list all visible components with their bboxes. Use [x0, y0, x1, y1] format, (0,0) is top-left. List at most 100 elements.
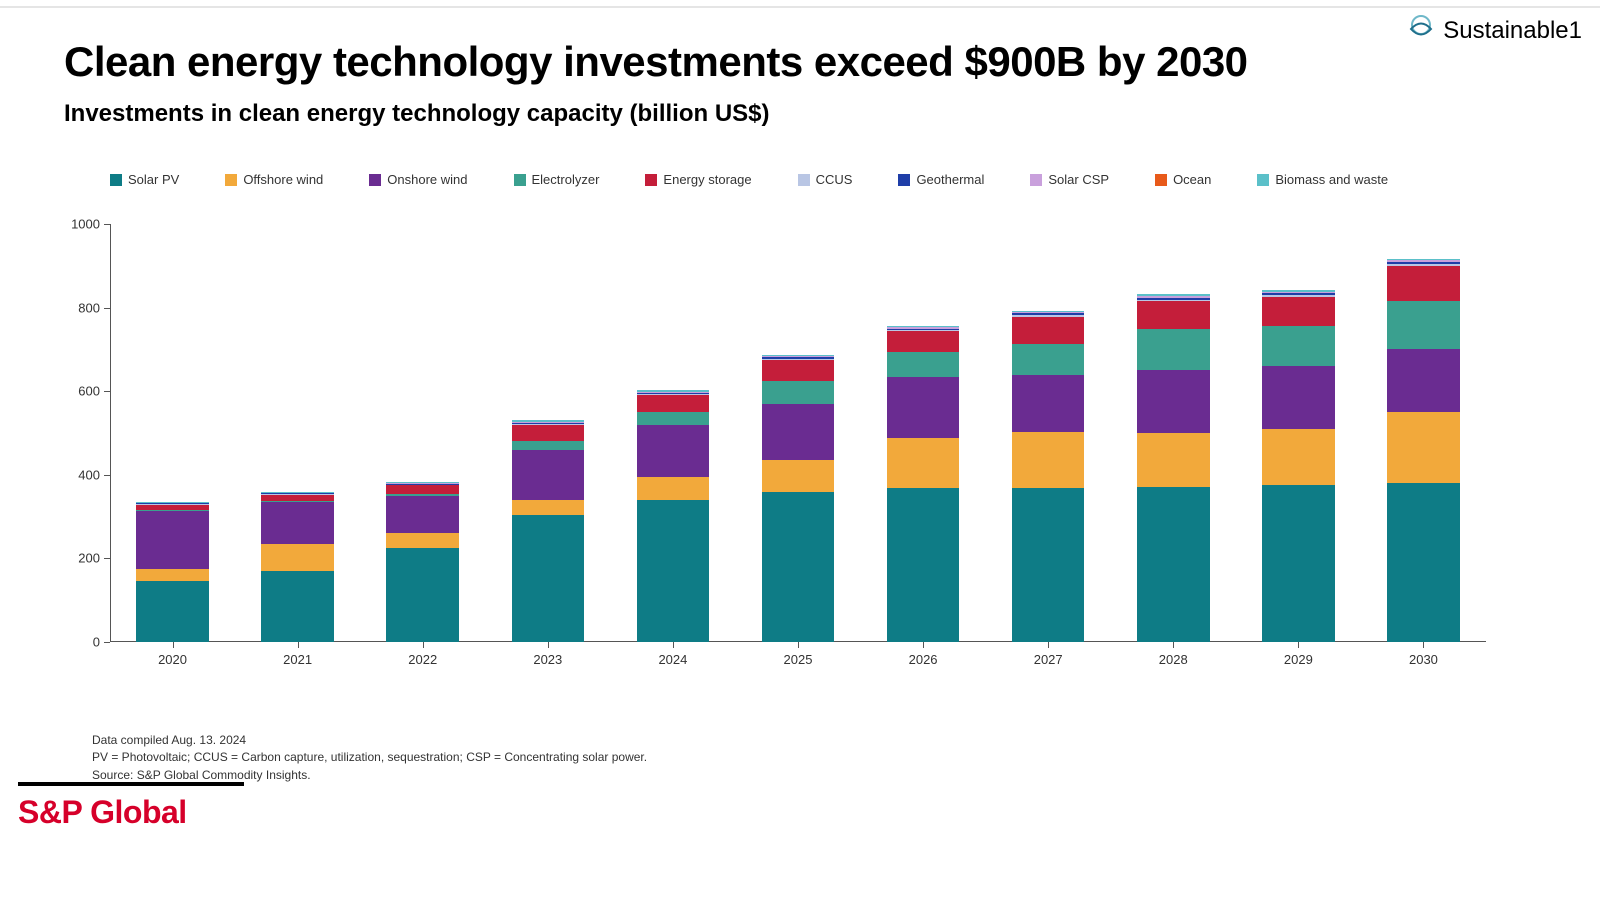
- sp-global-rule: [18, 782, 244, 786]
- legend-item: Offshore wind: [225, 172, 323, 187]
- bar-segment-offshore: [1137, 433, 1210, 487]
- y-tick-label: 0: [93, 635, 110, 650]
- bar: [136, 502, 209, 642]
- y-axis: [110, 224, 111, 642]
- bar-segment-solar_pv: [261, 571, 334, 642]
- legend-item: Energy storage: [645, 172, 751, 187]
- bar-segment-ccus: [1012, 315, 1085, 317]
- bar-segment-solar_pv: [887, 488, 960, 642]
- bar-segment-biomass: [1387, 259, 1460, 261]
- legend-swatch: [225, 174, 237, 186]
- legend-label: Geothermal: [916, 172, 984, 187]
- legend-item: Geothermal: [898, 172, 984, 187]
- bar-segment-csp: [1262, 292, 1335, 294]
- legend: Solar PV Offshore wind Onshore wind Electro…: [110, 172, 1388, 187]
- bar-segment-onshore: [261, 502, 334, 544]
- bar-segment-csp: [136, 502, 209, 503]
- bar-segment-offshore: [762, 460, 835, 491]
- bar-segment-csp: [762, 356, 835, 357]
- bar: [762, 355, 835, 642]
- bar-segment-solar_pv: [386, 548, 459, 642]
- x-tick-label: 2026: [909, 642, 938, 667]
- bar-segment-solar_pv: [512, 515, 585, 642]
- bar: [261, 492, 334, 642]
- legend-item: CCUS: [798, 172, 853, 187]
- bar-segment-onshore: [762, 404, 835, 460]
- bar-segment-electro: [762, 381, 835, 404]
- chart: Solar PV Offshore wind Onshore wind Electro…: [64, 150, 1494, 695]
- legend-swatch: [1155, 174, 1167, 186]
- bar-segment-biomass: [386, 482, 459, 483]
- bar-segment-storage: [1387, 266, 1460, 302]
- x-tick-label: 2025: [784, 642, 813, 667]
- bar-segment-electro: [1262, 326, 1335, 366]
- bar: [512, 420, 585, 642]
- x-tick-label: 2023: [533, 642, 562, 667]
- footnote-line: Data compiled Aug. 13. 2024: [92, 732, 647, 749]
- bar-segment-onshore: [136, 510, 209, 569]
- bar-segment-offshore: [1012, 432, 1085, 488]
- bar: [1387, 259, 1460, 642]
- legend-label: Solar PV: [128, 172, 179, 187]
- page-title: Clean energy technology investments exce…: [64, 38, 1248, 86]
- legend-item: Ocean: [1155, 172, 1211, 187]
- bar-segment-solar_pv: [1012, 488, 1085, 642]
- y-tick-label: 200: [78, 551, 110, 566]
- legend-label: Energy storage: [663, 172, 751, 187]
- bar-segment-storage: [386, 485, 459, 494]
- bar-segment-solar_pv: [1137, 487, 1210, 642]
- bar-segment-storage: [762, 360, 835, 381]
- bar-segment-electro: [1137, 329, 1210, 371]
- bar-segment-geo: [887, 329, 960, 331]
- bar: [1137, 294, 1210, 642]
- bar-segment-ccus: [1137, 300, 1210, 302]
- bar-segment-biomass: [887, 326, 960, 327]
- bar-segment-ccus: [1262, 295, 1335, 297]
- bar-segment-onshore: [1137, 370, 1210, 433]
- y-tick-label: 800: [78, 300, 110, 315]
- legend-item: Electrolyzer: [514, 172, 600, 187]
- bar-segment-ccus: [1387, 264, 1460, 266]
- bar-segment-geo: [637, 392, 710, 394]
- bar-segment-onshore: [512, 450, 585, 500]
- bar-segment-electro: [512, 441, 585, 449]
- bar-segment-geo: [1137, 298, 1210, 300]
- slide: Sustainable1 Clean energy technology inv…: [0, 0, 1600, 901]
- bar-segment-storage: [1137, 301, 1210, 328]
- bar-segment-storage: [1262, 297, 1335, 326]
- bar-segment-geo: [136, 503, 209, 504]
- footnotes: Data compiled Aug. 13. 2024 PV = Photovo…: [92, 732, 647, 784]
- bar-segment-onshore: [1012, 375, 1085, 431]
- legend-item: Solar CSP: [1030, 172, 1109, 187]
- bar-segment-solar_pv: [1262, 485, 1335, 642]
- bar-segment-storage: [637, 395, 710, 412]
- bar: [637, 390, 710, 642]
- x-tick-label: 2027: [1034, 642, 1063, 667]
- bar-segment-solar_pv: [762, 492, 835, 642]
- bar-segment-offshore: [1262, 429, 1335, 485]
- legend-item: Onshore wind: [369, 172, 467, 187]
- bar-segment-ccus: [762, 359, 835, 360]
- legend-label: Ocean: [1173, 172, 1211, 187]
- footnote-line: PV = Photovoltaic; CCUS = Carbon capture…: [92, 749, 647, 766]
- bar-segment-solar_pv: [136, 581, 209, 642]
- bar-segment-electro: [136, 510, 209, 511]
- bar-segment-onshore: [1262, 366, 1335, 429]
- bar-segment-ccus: [887, 330, 960, 331]
- legend-label: CCUS: [816, 172, 853, 187]
- bar-segment-storage: [887, 331, 960, 352]
- bar-segment-offshore: [386, 533, 459, 548]
- legend-swatch: [1030, 174, 1042, 186]
- legend-label: Solar CSP: [1048, 172, 1109, 187]
- bar-segment-csp: [261, 492, 334, 493]
- bar-segment-geo: [1262, 293, 1335, 295]
- bar-segment-storage: [512, 425, 585, 442]
- legend-swatch: [110, 174, 122, 186]
- bar-segment-storage: [1012, 317, 1085, 344]
- page-subtitle: Investments in clean energy technology c…: [64, 100, 770, 128]
- bar-segment-geo: [1012, 313, 1085, 315]
- x-tick-label: 2029: [1284, 642, 1313, 667]
- bar-segment-csp: [1137, 296, 1210, 298]
- y-tick-label: 400: [78, 467, 110, 482]
- sustainable1-logo: Sustainable1: [1407, 14, 1582, 47]
